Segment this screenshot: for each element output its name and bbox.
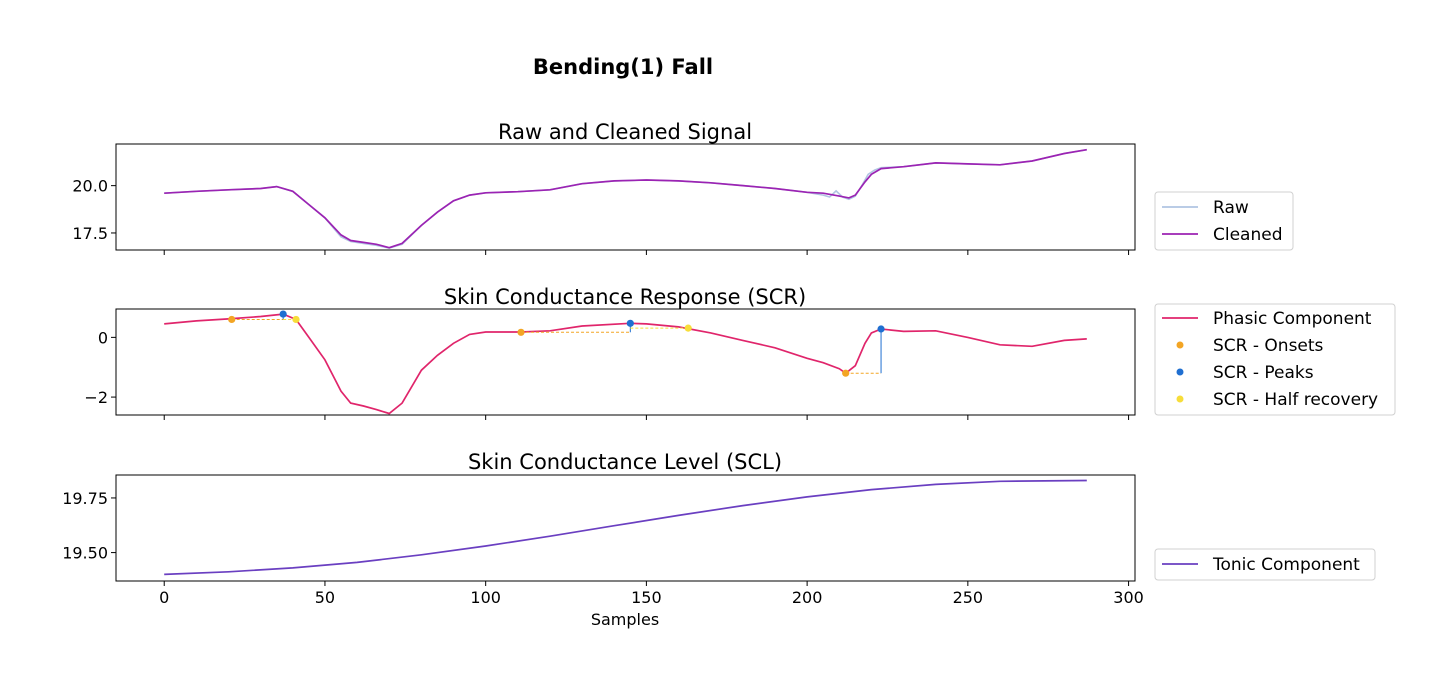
x-tick-label: 150 [631, 588, 662, 607]
scr-onset-point [228, 315, 236, 324]
legend-halfrec-swatch [1176, 395, 1184, 403]
legend-onsets-label: SCR - Onsets [1213, 336, 1324, 356]
x-tick-label: 0 [159, 588, 169, 607]
x-axis-label: Samples [591, 610, 659, 629]
scl-legend: Tonic Component [1154, 548, 1376, 581]
raw-cleaned-axes [115, 143, 1136, 251]
series-line-2-0 [164, 479, 1087, 576]
scr-axes [115, 308, 1136, 416]
scr-panel: Skin Conductance Response (SCR) −2 0 Phas… [84, 285, 1396, 420]
raw-cleaned-title: Raw and Cleaned Signal [498, 120, 752, 144]
scr-onset-point [517, 328, 525, 336]
scr-half-recovery-point [292, 315, 300, 324]
raw-cleaned-legend: Raw Cleaned [1154, 191, 1294, 251]
scr-peak-point [877, 325, 885, 333]
y-tick-label: 0 [98, 328, 108, 347]
legend-tonic-label: Tonic Component [1212, 555, 1360, 575]
x-tick-label: 50 [315, 588, 335, 607]
raw-cleaned-panel: Raw and Cleaned Signal 17.5 20.0 Raw Clea… [72, 120, 1294, 255]
series-line-1-0 [164, 313, 1087, 415]
scr-peak-point [279, 310, 287, 318]
x-tick-label: 200 [792, 588, 823, 607]
legend-peaks-label: SCR - Peaks [1213, 363, 1314, 383]
scr-peak-point [626, 319, 634, 327]
scl-panel: Skin Conductance Level (SCL) 19.5019.75 … [62, 450, 1376, 629]
series-line-0-1 [164, 148, 1087, 249]
legend-raw-label: Raw [1213, 198, 1249, 218]
figure-title: Bending(1) Fall [533, 55, 713, 79]
scr-title: Skin Conductance Response (SCR) [444, 285, 806, 309]
legend-cleaned-label: Cleaned [1213, 225, 1283, 245]
legend-onsets-swatch [1176, 341, 1184, 349]
scr-onset-point [842, 369, 850, 377]
scr-half-recovery-point [684, 324, 692, 332]
scr-legend: Phasic Component SCR - Onsets SCR - Peak… [1154, 303, 1396, 416]
x-tick-label: 300 [1113, 588, 1144, 607]
scl-axes [115, 474, 1136, 582]
legend-halfrec-label: SCR - Half recovery [1213, 390, 1378, 410]
y-tick-label: 19.50 [62, 544, 108, 563]
y-tick-label: 19.75 [62, 489, 108, 508]
y-tick-label: −2 [84, 388, 108, 407]
y-tick-label: 17.5 [72, 224, 108, 243]
scl-title: Skin Conductance Level (SCL) [468, 450, 782, 474]
legend-phasic-label: Phasic Component [1213, 309, 1372, 329]
x-tick-label: 100 [470, 588, 501, 607]
legend-peaks-swatch [1176, 368, 1184, 376]
y-tick-label: 20.0 [72, 177, 108, 196]
x-tick-label: 250 [953, 588, 984, 607]
